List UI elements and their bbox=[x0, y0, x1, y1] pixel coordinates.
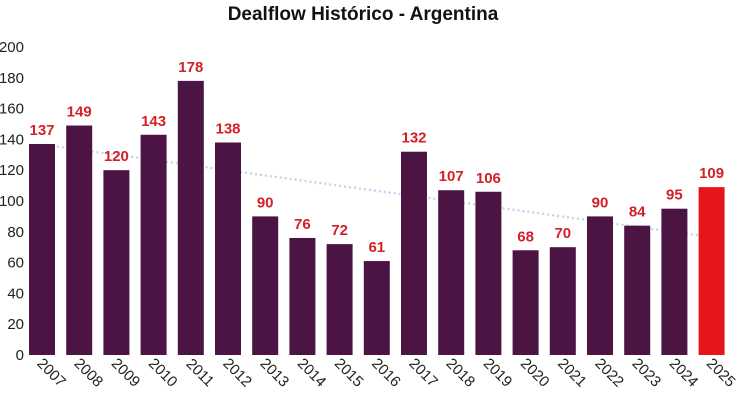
x-tick-label: 2014 bbox=[294, 355, 330, 391]
bar bbox=[103, 170, 130, 355]
x-tick-label: 2025 bbox=[703, 355, 739, 391]
data-label: 84 bbox=[629, 204, 646, 221]
bar bbox=[401, 151, 427, 355]
y-tick-label: 20 bbox=[7, 316, 24, 333]
x-tick-label: 2022 bbox=[591, 355, 627, 391]
data-label: 149 bbox=[67, 104, 92, 121]
data-label: 106 bbox=[476, 170, 501, 187]
x-tick-label: 2013 bbox=[257, 355, 293, 391]
y-tick-label: 60 bbox=[7, 255, 24, 272]
y-tick-label: 100 bbox=[0, 193, 24, 210]
bar bbox=[587, 216, 613, 355]
data-label: 70 bbox=[554, 225, 571, 242]
bar bbox=[29, 144, 55, 355]
chart-title: Dealflow Histórico - Argentina bbox=[228, 4, 499, 25]
x-axis: 2007 2008 2009 2010 2011 2012 2013 2014 2015 2016… bbox=[33, 355, 738, 391]
y-tick-label: 120 bbox=[0, 162, 24, 179]
y-tick-label: 80 bbox=[7, 224, 24, 241]
data-label: 72 bbox=[331, 222, 348, 239]
x-tick-label: 2015 bbox=[331, 355, 367, 391]
data-label: 138 bbox=[215, 120, 240, 137]
bar bbox=[438, 190, 465, 355]
x-tick-label: 2011 bbox=[183, 355, 218, 390]
bar bbox=[512, 250, 539, 355]
data-label: 68 bbox=[517, 228, 534, 245]
x-tick-label: 2009 bbox=[108, 355, 144, 391]
data-label: 143 bbox=[141, 113, 166, 130]
data-label: 90 bbox=[592, 194, 609, 211]
data-label: 120 bbox=[104, 148, 129, 165]
bar bbox=[289, 237, 316, 355]
bar bbox=[624, 225, 651, 355]
x-tick-label: 2021 bbox=[554, 355, 590, 391]
data-label: 61 bbox=[368, 239, 385, 256]
data-label: 95 bbox=[666, 187, 683, 204]
bar bbox=[177, 80, 204, 355]
bar bbox=[326, 244, 353, 355]
bars bbox=[29, 80, 725, 355]
x-tick-label: 2020 bbox=[517, 355, 553, 391]
bar bbox=[140, 134, 167, 355]
y-tick-label: 0 bbox=[16, 347, 24, 364]
data-label: 90 bbox=[257, 194, 274, 211]
data-label: 107 bbox=[439, 168, 464, 185]
x-tick-label: 2008 bbox=[71, 355, 107, 391]
x-tick-label: 2019 bbox=[480, 355, 516, 391]
data-labels: 137 149 120 143 178 138 90 76 72 61 132 107 106 68 70 9… bbox=[29, 59, 724, 256]
data-label: 109 bbox=[699, 165, 724, 182]
y-tick-label: 160 bbox=[0, 101, 24, 118]
x-tick-label: 2012 bbox=[219, 355, 255, 391]
bar bbox=[215, 142, 241, 355]
data-label: 76 bbox=[294, 216, 311, 233]
bar bbox=[475, 191, 502, 355]
x-tick-label: 2024 bbox=[666, 355, 702, 391]
y-tick-label: 200 bbox=[0, 39, 24, 56]
x-tick-label: 2007 bbox=[33, 355, 69, 391]
bar bbox=[66, 125, 93, 355]
y-axis: 0 20 40 60 80 100 120 140 160 180 200 bbox=[0, 39, 24, 364]
x-tick-label: 2017 bbox=[405, 355, 441, 391]
bar bbox=[252, 216, 279, 355]
bar bbox=[549, 247, 576, 355]
y-tick-label: 180 bbox=[0, 70, 24, 87]
data-label: 137 bbox=[29, 122, 54, 139]
x-tick-label: 2018 bbox=[443, 355, 479, 391]
x-tick-label: 2016 bbox=[368, 355, 404, 391]
y-tick-label: 140 bbox=[0, 131, 24, 148]
data-label: 132 bbox=[401, 130, 426, 147]
bar bbox=[661, 208, 688, 355]
bar bbox=[363, 261, 390, 355]
bar bbox=[698, 187, 725, 355]
y-tick-label: 40 bbox=[7, 285, 24, 302]
data-label: 178 bbox=[178, 59, 203, 76]
x-tick-label: 2023 bbox=[629, 355, 665, 391]
x-tick-label: 2010 bbox=[145, 355, 181, 391]
